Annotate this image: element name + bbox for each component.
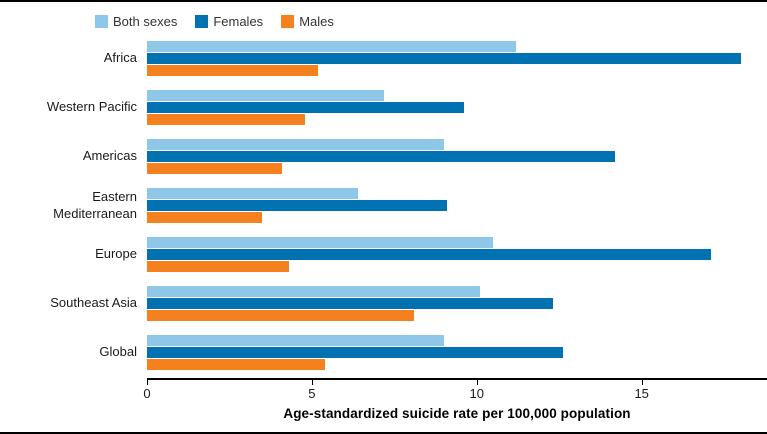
x-axis-tick-label-15: 15 [634,386,649,401]
bar-males-southeast-asia [147,310,415,321]
bar-females-western-pacific [147,102,464,113]
bar-males-eastern-mediterranean [147,212,263,223]
chart-row-europe: Europe [0,237,767,272]
legend-swatch-males-icon [281,15,295,28]
bar-group-africa [147,41,767,76]
x-axis-tick-0 [147,380,148,385]
legend-label-males: Males [299,14,334,29]
category-label-global: Global [99,344,137,360]
chart-row-global: Global [0,335,767,370]
bar-both-sexes-southeast-asia [147,286,481,297]
x-axis-tick-label-10: 10 [469,386,485,401]
bar-group-eastern-mediterranean [147,188,767,223]
bar-both-sexes-africa [147,41,517,52]
legend-item-females: Females [195,14,263,29]
legend-item-both-sexes: Both sexes [95,14,177,29]
bar-males-western-pacific [147,114,306,125]
chart-row-africa: Africa [0,41,767,76]
category-label-americas: Americas [82,148,137,164]
legend-item-males: Males [281,14,334,29]
bar-both-sexes-western-pacific [147,90,385,101]
x-axis-tick-15 [641,380,643,385]
bar-females-europe [147,249,711,260]
x-axis-tick-5 [311,380,313,385]
bar-males-global [147,359,326,370]
category-label-western-pacific: Western Pacific [46,99,137,115]
bar-group-global [147,335,767,370]
x-axis-tick-10 [476,380,478,385]
bar-group-southeast-asia [147,286,767,321]
bar-both-sexes-global [147,335,444,346]
bar-group-americas [147,139,767,174]
legend-label-females: Females [213,14,264,29]
category-label-europe: Europe [95,246,137,262]
chart-rows: Africa Western Pacific Americas Eastern Med… [0,41,767,370]
legend-swatch-females-icon [195,15,209,28]
bar-males-americas [147,163,283,174]
bar-group-europe [147,237,767,272]
category-label-southeast-asia: Southeast Asia [50,295,137,311]
bar-females-southeast-asia [147,298,553,309]
bar-females-americas [147,151,616,162]
chart-row-southeast-asia: Southeast Asia [0,286,767,321]
bar-males-europe [147,261,289,272]
x-axis-tick-label-5: 5 [308,386,316,401]
legend-label-both-sexes: Both sexes [113,14,178,29]
legend-swatch-both-sexes-icon [95,15,108,28]
chart-row-eastern-mediterranean: Eastern Mediterranean [0,188,767,223]
chart-row-americas: Americas [0,139,767,174]
bar-females-global [147,347,563,358]
x-axis: 0 5 10 15 [143,378,767,404]
bar-males-africa [147,65,319,76]
x-axis-tick-label-0: 0 [143,386,151,401]
bar-both-sexes-americas [147,139,444,150]
chart-row-western-pacific: Western Pacific [0,90,767,125]
x-axis-line [147,378,767,380]
category-label-africa: Africa [103,50,137,66]
bar-both-sexes-europe [147,237,494,248]
bar-both-sexes-eastern-mediterranean [147,188,359,199]
bar-group-western-pacific [147,90,767,125]
bar-females-eastern-mediterranean [147,200,448,211]
chart-legend: Both sexes Females Males [95,14,767,29]
category-label-eastern-mediterranean: Eastern Mediterranean [53,189,137,221]
bar-females-africa [147,53,741,64]
x-axis-title: Age-standardized suicide rate per 100,00… [283,406,631,421]
